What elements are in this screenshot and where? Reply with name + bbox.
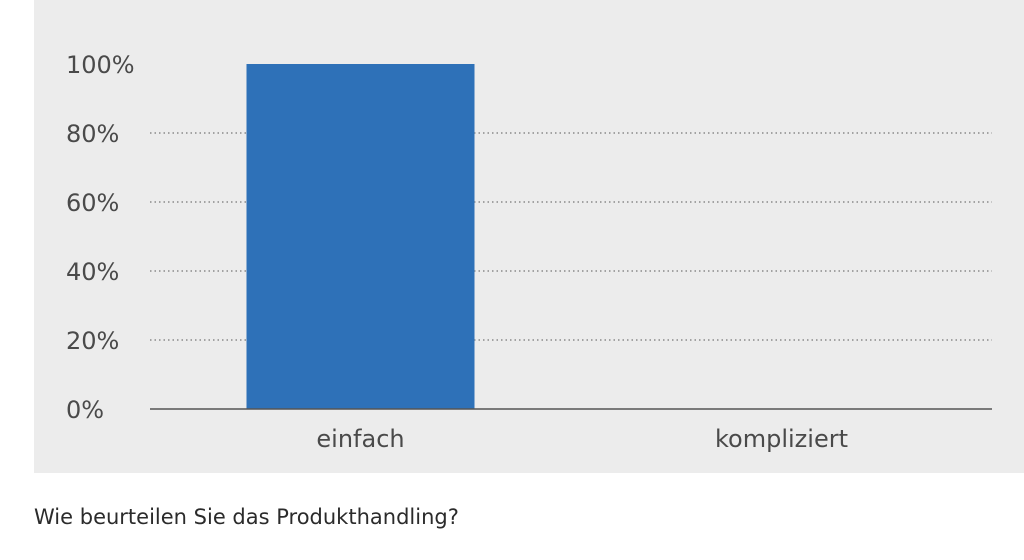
bar-einfach bbox=[246, 64, 475, 409]
category-label-einfach: einfach bbox=[316, 425, 404, 453]
y-tick-label: 40% bbox=[66, 258, 119, 286]
y-tick-label: 0% bbox=[66, 396, 104, 424]
y-tick-label: 100% bbox=[66, 51, 135, 79]
y-tick-label: 80% bbox=[66, 120, 119, 148]
chart-caption: Wie beurteilen Sie das Produkthandling? bbox=[34, 505, 459, 529]
category-label-kompliziert: kompliziert bbox=[715, 425, 848, 453]
bar-chart: 0% 20% 40% 60% 80% 100% einfach kompliziert bbox=[66, 51, 992, 453]
bars bbox=[246, 64, 475, 409]
y-tick-label: 60% bbox=[66, 189, 119, 217]
y-tick-labels: 0% 20% 40% 60% 80% 100% bbox=[66, 51, 135, 424]
chart-panel bbox=[34, 0, 1024, 473]
y-tick-label: 20% bbox=[66, 327, 119, 355]
category-labels: einfach kompliziert bbox=[316, 425, 848, 453]
